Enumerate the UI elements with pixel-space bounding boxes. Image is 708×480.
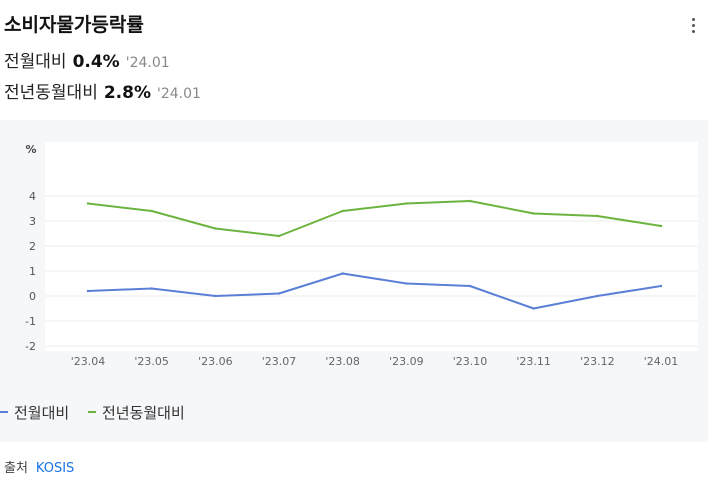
data-point[interactable] — [214, 294, 217, 298]
data-point[interactable] — [468, 284, 472, 288]
y-tick-label: -1 — [25, 315, 36, 328]
source-label: 출처 — [4, 461, 28, 476]
legend-label: 전년동월대비 — [101, 403, 185, 422]
data-point[interactable] — [596, 214, 599, 218]
x-tick-label: '23.07 — [262, 355, 297, 368]
y-tick-label: 1 — [29, 265, 36, 278]
data-point[interactable] — [659, 224, 663, 228]
x-tick-label: '23.06 — [198, 355, 233, 368]
x-tick-label: '23.05 — [134, 355, 169, 368]
x-tick-label: '23.04 — [71, 355, 106, 368]
y-tick-label: 4 — [29, 190, 36, 203]
data-point[interactable] — [150, 287, 153, 290]
y-tick-label: 3 — [29, 215, 36, 228]
stat-label: 전년동월대비 — [4, 83, 98, 103]
y-axis-label: % — [25, 143, 36, 156]
stat-value: 2.8% — [103, 83, 151, 103]
page-title: 소비자물가등락률 — [4, 14, 144, 36]
y-tick-label: 2 — [29, 240, 36, 253]
stat-mom: 전월대비 0.4% '24.01 — [4, 47, 170, 72]
data-point[interactable] — [150, 209, 153, 213]
data-point[interactable] — [277, 234, 281, 238]
y-tick-label: -2 — [25, 340, 36, 353]
x-tick-label: '23.09 — [389, 355, 424, 368]
data-point[interactable] — [277, 292, 281, 295]
data-point[interactable] — [659, 284, 663, 288]
x-tick-label: '23.12 — [580, 355, 615, 368]
data-point[interactable] — [341, 272, 344, 275]
source: 출처 KOSIS — [4, 457, 74, 476]
data-point[interactable] — [468, 199, 472, 203]
data-point[interactable] — [341, 209, 344, 213]
source-link[interactable]: KOSIS — [35, 461, 75, 476]
more-vert-icon[interactable] — [686, 16, 700, 36]
x-tick-label: '23.10 — [453, 355, 488, 368]
line-chart: 4 3 2 1 0 -1 -2 '23.04 '23.05 '23.06 '23.07 '23.08… — [25, 142, 698, 368]
data-point[interactable] — [214, 227, 217, 230]
x-tick-label: '23.08 — [325, 355, 360, 368]
legend-label: 전월대비 — [14, 403, 70, 422]
data-point[interactable] — [405, 282, 408, 285]
legend-item-yoy[interactable]: 전년동월대비 — [87, 402, 185, 423]
legend-swatch — [87, 411, 96, 413]
stat-date: '24.01 — [125, 55, 170, 71]
data-point[interactable] — [405, 202, 408, 205]
x-tick-label: '23.11 — [516, 355, 551, 368]
x-tick-label: '24.01 — [644, 355, 679, 368]
data-point[interactable] — [86, 202, 90, 205]
stat-label: 전월대비 — [4, 52, 67, 72]
y-tick-label: 0 — [29, 290, 36, 303]
stat-value: 0.4% — [72, 52, 120, 72]
stat-yoy: 전년동월대비 2.8% '24.01 — [4, 78, 201, 103]
data-point[interactable] — [532, 307, 535, 310]
legend-item-mom[interactable]: 전월대비 — [0, 402, 69, 423]
legend-swatch — [0, 411, 8, 413]
series-line-1 — [87, 200, 662, 237]
stat-date: '24.01 — [157, 86, 201, 102]
data-point[interactable] — [532, 212, 535, 215]
data-point[interactable] — [596, 294, 599, 298]
header: 소비자물가등락률 전월대비 0.4% '24.01 전년동월대비 2.8% '24.01 — [0, 0, 708, 120]
legend: 전월대비 전년동월대비 — [0, 399, 199, 423]
data-point[interactable] — [86, 289, 90, 293]
series-line-0 — [87, 272, 662, 310]
